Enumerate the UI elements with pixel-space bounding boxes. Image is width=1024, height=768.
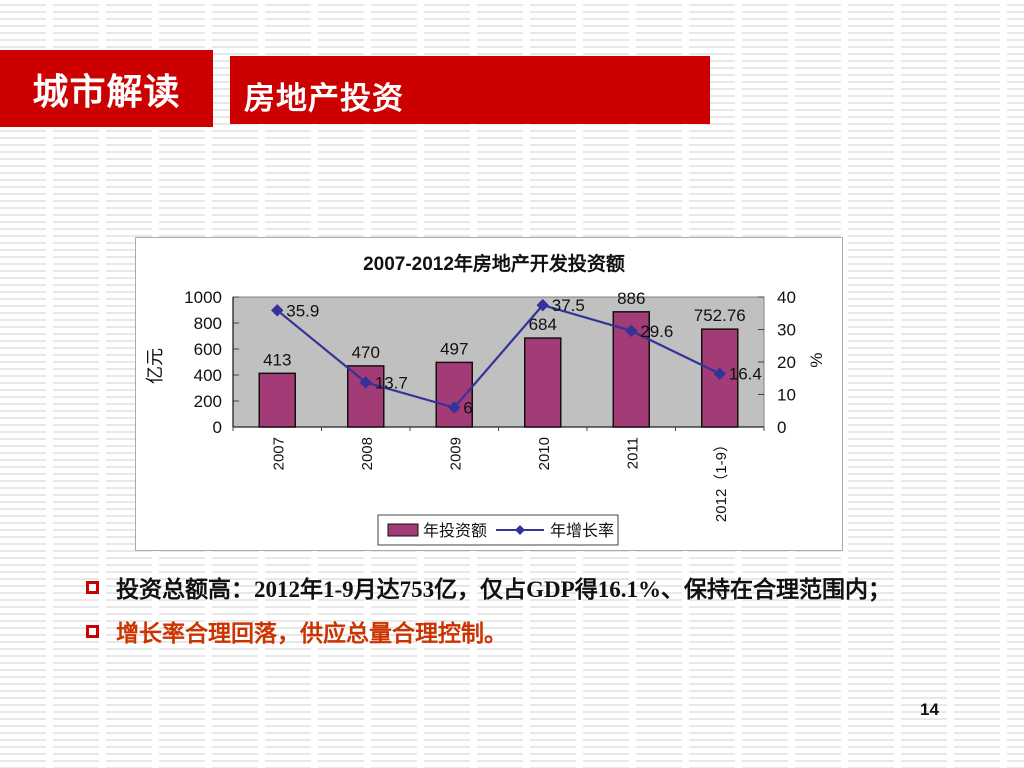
category-label: 2008: [359, 437, 376, 470]
right-axis-tick: 30: [777, 321, 796, 340]
category-label: 2007: [270, 437, 287, 470]
legend-line-marker: [515, 525, 525, 535]
bar-value-label: 470: [352, 343, 380, 362]
category-label: 2009: [447, 437, 464, 470]
line-point-marker: [713, 367, 726, 380]
right-axis-tick: 20: [777, 353, 796, 372]
bullet-list: 投资总额高：2012年1-9月达753亿，仅占GDP得16.1%、保持在合理范围…: [84, 574, 984, 662]
bar-2010: [524, 337, 562, 428]
bar-2008: [347, 365, 385, 428]
bar-value-label: 497: [440, 339, 468, 358]
page-number: 14: [920, 700, 939, 719]
line-point-marker: [359, 376, 372, 389]
left-axis-tick: 600: [194, 340, 222, 359]
chart-title: 2007-2012年房地产开发投资额: [363, 252, 625, 275]
line-point-marker: [536, 298, 549, 312]
left-axis-label: 亿元: [145, 348, 165, 384]
page-title: 房地产投资: [244, 80, 404, 116]
bar-2007: [258, 372, 296, 428]
right-axis-tick: 0: [777, 418, 786, 437]
list-item: 增长率合理回落，供应总量合理控制。: [84, 618, 984, 649]
growth-line: [276, 303, 721, 409]
category-label: 2011: [624, 437, 641, 469]
header-section-label-text: 城市解读: [32, 71, 181, 112]
header-title-bar: 房地产投资: [230, 56, 710, 124]
right-axis-tick: 10: [777, 386, 796, 405]
line-value-label: 37.5: [552, 296, 585, 315]
bullet-text: 投资总额高：2012年1-9月达753亿，仅占GDP得16.1%、保持在合理范围…: [116, 577, 891, 602]
chart-container: 2007-2012年房地产开发投资额 0 200 400 600 800 1000 0 10 20…: [135, 237, 843, 551]
bullet-text: 增长率合理回落，供应总量合理控制。: [116, 621, 507, 646]
left-axis-tick: 0: [213, 418, 222, 437]
left-axis-tick: 1000: [184, 288, 222, 307]
left-axis-tick: 400: [194, 366, 222, 385]
category-label: 2010: [536, 437, 553, 470]
plot-area: [232, 296, 765, 428]
line-value-label: 35.9: [286, 301, 319, 320]
bar-value-label: 413: [263, 350, 291, 369]
bar-value-label: 886: [617, 289, 645, 308]
line-point-marker: [271, 304, 284, 317]
bar-value-label: 684: [529, 315, 557, 334]
right-axis-tick: 40: [777, 288, 796, 307]
header-section-label: 城市解读: [0, 50, 213, 127]
line-value-label: 13.7: [375, 373, 408, 392]
line-value-label: 16.4: [729, 365, 762, 384]
line-value-label: 6: [463, 399, 472, 418]
left-axis-tick: 800: [194, 314, 222, 333]
investment-chart: 2007-2012年房地产开发投资额 0 200 400 600 800 1000 0 10 20…: [145, 252, 826, 546]
bullet-square-icon: [86, 625, 99, 638]
bar-value-label: 752.76: [694, 306, 746, 325]
line-point-marker: [448, 401, 461, 414]
legend-label-bar: 年投资额: [423, 522, 487, 540]
right-axis-label: %: [807, 352, 826, 367]
category-label: 2012（1-9）: [713, 437, 730, 522]
legend-bar-swatch: [387, 523, 419, 537]
left-axis-tick: 200: [194, 392, 222, 411]
line-value-label: 29.6: [640, 322, 673, 341]
line-point-marker: [625, 324, 638, 338]
bar-2011: [612, 311, 650, 428]
bullet-square-icon: [86, 581, 99, 594]
list-item: 投资总额高：2012年1-9月达753亿，仅占GDP得16.1%、保持在合理范围…: [84, 574, 984, 605]
legend-label-line: 年增长率: [550, 522, 614, 540]
